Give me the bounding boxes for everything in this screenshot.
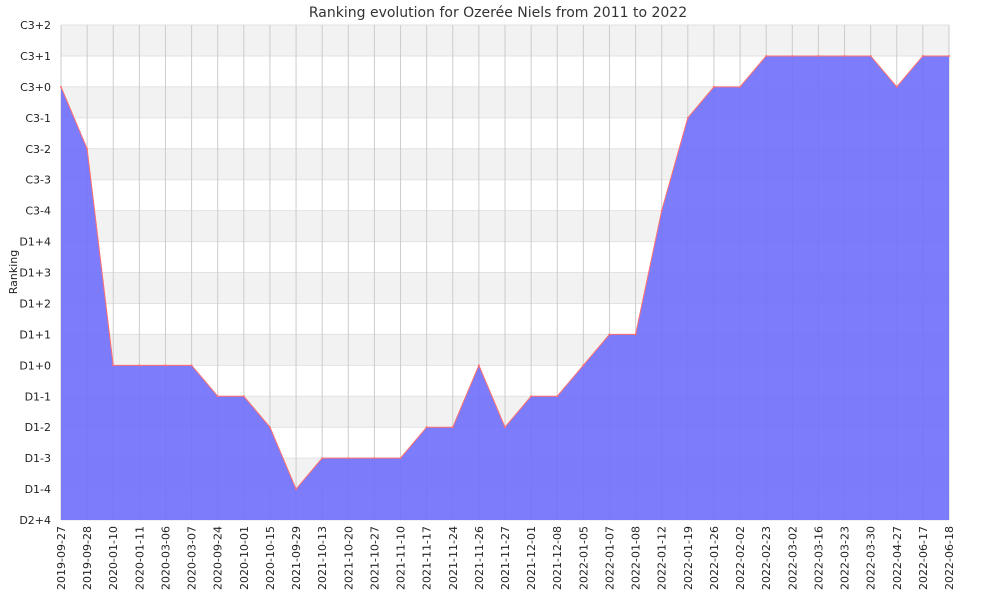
chart-title: Ranking evolution for Ozerée Niels from … [309, 5, 687, 21]
x-tick-label: 2021-10-27 [368, 526, 381, 590]
data-point [660, 209, 663, 212]
y-tick-label: D1+0 [19, 359, 51, 372]
y-tick-label: D1+1 [19, 328, 51, 341]
x-tick-label: 2021-12-08 [551, 526, 564, 590]
data-point [86, 147, 89, 150]
x-tick-label: 2022-01-07 [603, 526, 616, 590]
data-point [321, 457, 324, 460]
x-tick-label: 2022-01-08 [630, 526, 643, 590]
x-tick-label: 2022-01-19 [682, 526, 695, 590]
x-tick-label: 2020-10-01 [238, 526, 251, 590]
x-tick-label: 2021-10-20 [342, 526, 355, 590]
y-tick-label: D1+2 [19, 297, 51, 310]
x-tick-label: 2019-09-27 [55, 526, 68, 590]
y-tick-label: C3-1 [25, 112, 51, 125]
data-point [739, 85, 742, 88]
y-tick-label: C3-3 [25, 174, 51, 187]
y-tick-label: C3-2 [25, 143, 51, 156]
y-tick-label: D1-3 [25, 452, 51, 465]
data-point [373, 457, 376, 460]
x-tick-label: 2022-03-16 [812, 526, 825, 590]
data-point [530, 395, 533, 398]
x-tick-label: 2022-03-02 [786, 526, 799, 590]
data-point [869, 54, 872, 57]
data-point [477, 364, 480, 367]
y-tick-label: D1-1 [25, 390, 51, 403]
x-tick-label: 2020-09-24 [212, 526, 225, 590]
data-point [948, 54, 950, 57]
data-point [765, 54, 768, 57]
y-tick-label: C3+2 [20, 19, 51, 32]
x-tick-label: 2020-10-15 [264, 526, 277, 590]
y-tick-label: D1+4 [19, 236, 51, 249]
y-tick-label: D1-4 [25, 483, 51, 496]
x-axis-ticks: 2019-09-27 2019-09-28 2020-01-10 2020-01-11… [55, 526, 956, 590]
y-tick-label: D1-2 [25, 421, 51, 434]
x-tick-label: 2022-02-02 [734, 526, 747, 590]
x-tick-label: 2021-11-10 [395, 526, 408, 590]
data-point [843, 54, 846, 57]
data-point [190, 364, 193, 367]
data-point [712, 85, 715, 88]
x-tick-label: 2022-04-27 [891, 526, 904, 590]
x-tick-label: 2022-01-26 [708, 526, 721, 590]
data-point [60, 85, 62, 88]
data-point [425, 426, 428, 429]
data-point [634, 333, 637, 336]
data-point [138, 364, 141, 367]
x-tick-label: 2021-10-13 [316, 526, 329, 590]
x-tick-label: 2022-06-18 [943, 526, 956, 590]
x-tick-label: 2021-11-24 [447, 526, 460, 590]
x-tick-label: 2022-01-12 [656, 526, 669, 590]
y-tick-label: D1+3 [19, 267, 51, 280]
data-point [242, 395, 245, 398]
ranking-area [61, 55, 949, 520]
data-point [608, 333, 611, 336]
x-tick-label: 2020-03-07 [186, 526, 199, 590]
x-tick-label: 2022-03-23 [839, 526, 852, 590]
data-point [895, 85, 898, 88]
x-tick-label: 2022-06-17 [917, 526, 930, 590]
data-point [347, 457, 350, 460]
x-tick-label: 2021-11-26 [473, 526, 486, 590]
data-point [268, 426, 271, 429]
x-tick-label: 2020-01-11 [133, 526, 146, 590]
y-tick-label: C3+1 [20, 50, 51, 63]
x-tick-label: 2020-03-06 [159, 526, 172, 590]
data-point [582, 364, 585, 367]
data-point [504, 426, 506, 429]
y-tick-label: D2+4 [19, 514, 51, 527]
data-point [686, 116, 689, 119]
data-point [791, 54, 794, 57]
data-points [60, 54, 950, 491]
y-axis-label: Ranking [7, 250, 20, 295]
data-point [295, 488, 298, 491]
y-axis-ticks: D2+4 D1-4 D1-3 D1-2 D1-1 D1+0 D1+1 D1+2 D1+3 D1+4… [19, 19, 51, 527]
data-point [164, 364, 167, 367]
x-tick-label: 2019-09-28 [81, 526, 94, 590]
x-tick-label: 2022-01-05 [577, 526, 590, 590]
x-tick-label: 2021-12-01 [525, 526, 538, 590]
data-point [451, 426, 454, 429]
data-point [112, 364, 115, 367]
x-tick-label: 2021-11-27 [499, 526, 512, 590]
x-tick-label: 2022-02-23 [760, 526, 773, 590]
x-tick-label: 2020-01-10 [107, 526, 120, 590]
y-tick-label: C3-4 [25, 205, 51, 218]
data-point [556, 395, 559, 398]
data-point [216, 395, 219, 398]
data-point [399, 457, 402, 460]
y-tick-label: C3+0 [20, 81, 51, 94]
x-tick-label: 2022-03-30 [865, 526, 878, 590]
data-point [817, 54, 820, 57]
x-tick-label: 2021-09-29 [290, 526, 303, 590]
x-tick-label: 2021-11-17 [421, 526, 434, 590]
data-point [921, 54, 924, 57]
